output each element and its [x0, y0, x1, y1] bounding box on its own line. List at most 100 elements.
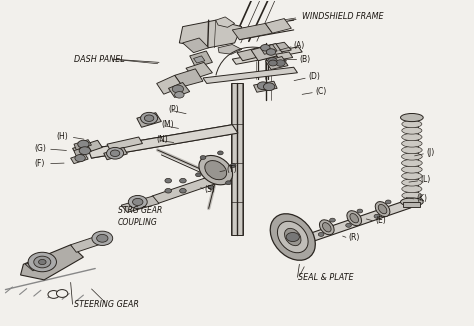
Polygon shape: [107, 137, 143, 151]
Ellipse shape: [402, 121, 422, 127]
Ellipse shape: [402, 127, 422, 134]
Polygon shape: [293, 200, 411, 247]
Circle shape: [329, 218, 335, 222]
Circle shape: [128, 196, 147, 208]
Circle shape: [346, 223, 351, 227]
Polygon shape: [152, 176, 217, 203]
Polygon shape: [182, 38, 209, 52]
Text: (E): (E): [375, 216, 386, 225]
Polygon shape: [73, 140, 102, 156]
Polygon shape: [20, 245, 83, 280]
Circle shape: [75, 155, 85, 162]
Circle shape: [230, 164, 236, 168]
Circle shape: [97, 234, 108, 242]
Text: (C): (C): [315, 87, 326, 96]
Polygon shape: [203, 67, 298, 83]
Circle shape: [172, 85, 183, 93]
Polygon shape: [71, 153, 88, 164]
Polygon shape: [71, 235, 106, 252]
Polygon shape: [231, 83, 243, 235]
Polygon shape: [186, 62, 212, 79]
Circle shape: [196, 173, 201, 177]
Text: (D): (D): [308, 72, 320, 82]
Circle shape: [92, 231, 113, 245]
Circle shape: [268, 57, 277, 64]
Polygon shape: [174, 69, 203, 87]
Polygon shape: [265, 56, 288, 69]
Circle shape: [145, 115, 154, 122]
Circle shape: [38, 259, 46, 265]
Circle shape: [180, 188, 186, 193]
Ellipse shape: [401, 146, 422, 154]
Ellipse shape: [378, 204, 387, 214]
Ellipse shape: [319, 220, 334, 235]
Circle shape: [174, 92, 184, 98]
Text: DASH PANEL: DASH PANEL: [74, 55, 125, 64]
Circle shape: [257, 82, 269, 90]
Circle shape: [318, 232, 324, 236]
Circle shape: [276, 60, 285, 66]
Polygon shape: [232, 47, 302, 64]
Polygon shape: [74, 146, 91, 156]
Circle shape: [165, 178, 172, 183]
Ellipse shape: [402, 199, 422, 205]
Ellipse shape: [401, 159, 422, 167]
Text: (A): (A): [294, 41, 305, 50]
Polygon shape: [216, 17, 235, 27]
Ellipse shape: [401, 140, 422, 147]
Ellipse shape: [401, 153, 422, 160]
Polygon shape: [168, 82, 190, 97]
Text: (G): (G): [35, 144, 46, 153]
Polygon shape: [156, 75, 182, 94]
Circle shape: [226, 181, 231, 185]
Ellipse shape: [375, 201, 390, 216]
Text: (F): (F): [35, 158, 45, 168]
Text: (T): (T): [227, 165, 237, 174]
Circle shape: [269, 60, 277, 66]
Ellipse shape: [277, 221, 308, 253]
Ellipse shape: [199, 156, 233, 185]
Circle shape: [79, 147, 91, 155]
Polygon shape: [193, 56, 205, 63]
Ellipse shape: [284, 229, 301, 246]
Circle shape: [56, 289, 68, 297]
Text: (R): (R): [348, 233, 359, 242]
Ellipse shape: [401, 166, 422, 173]
Polygon shape: [74, 140, 91, 150]
Text: (B): (B): [300, 55, 310, 64]
Ellipse shape: [402, 114, 422, 121]
Circle shape: [264, 83, 275, 91]
Ellipse shape: [347, 211, 362, 226]
Circle shape: [200, 156, 206, 159]
Circle shape: [218, 151, 223, 155]
Text: COUPLING: COUPLING: [118, 217, 158, 227]
Circle shape: [357, 209, 363, 213]
Circle shape: [266, 49, 276, 55]
Circle shape: [48, 290, 59, 298]
Text: WINDSHIELD FRAME: WINDSHIELD FRAME: [302, 12, 384, 21]
Polygon shape: [268, 42, 292, 53]
Text: (H): (H): [56, 132, 68, 141]
Polygon shape: [237, 46, 274, 61]
Circle shape: [165, 188, 172, 193]
Ellipse shape: [402, 185, 422, 193]
Polygon shape: [190, 51, 212, 67]
Polygon shape: [265, 19, 292, 33]
Circle shape: [261, 45, 270, 51]
Circle shape: [208, 185, 214, 189]
Polygon shape: [104, 147, 128, 160]
Text: (K): (K): [417, 194, 428, 203]
Polygon shape: [276, 52, 293, 60]
Ellipse shape: [402, 179, 422, 186]
Circle shape: [34, 256, 51, 268]
Text: (P): (P): [168, 105, 179, 114]
Circle shape: [110, 150, 120, 156]
Text: (M): (M): [161, 120, 174, 129]
Ellipse shape: [270, 214, 315, 260]
Text: STRG GEAR: STRG GEAR: [118, 206, 162, 215]
Polygon shape: [251, 44, 283, 61]
Ellipse shape: [402, 133, 422, 141]
Circle shape: [374, 214, 380, 218]
Circle shape: [385, 200, 391, 204]
Polygon shape: [218, 45, 242, 54]
